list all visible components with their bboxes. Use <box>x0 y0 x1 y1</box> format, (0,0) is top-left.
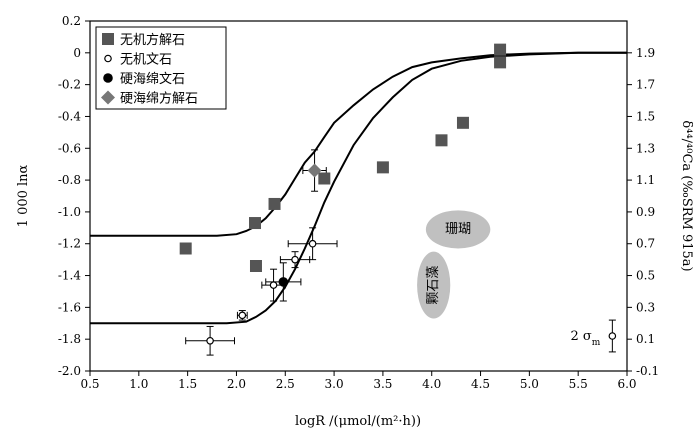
y2-tick-label-9: 0.1 <box>636 332 655 346</box>
y2-tick-label-0: 1.9 <box>636 46 655 60</box>
y-axis-title: 1 000 lnα <box>16 164 31 227</box>
y-tick-label-11: -2.0 <box>58 364 81 378</box>
y2-tick-label-7: 0.5 <box>636 269 655 283</box>
x-tick-label-5: 3.0 <box>325 377 344 391</box>
point-0-6 <box>435 134 448 147</box>
legend-marker-2 <box>103 73 113 83</box>
x-tick-label-7: 4.0 <box>422 377 441 391</box>
y-tick-label-9: -1.6 <box>58 300 81 314</box>
y-tick-label-4: -0.6 <box>58 141 81 155</box>
data-points <box>179 43 507 345</box>
x-tick-label-6: 3.5 <box>373 377 392 391</box>
point-0-9 <box>494 56 507 69</box>
legend-marker-3 <box>101 90 115 105</box>
point-1-0 <box>206 336 214 345</box>
x-tick-label-4: 2.5 <box>276 377 295 391</box>
y2-axis-title: δ⁴⁴/⁴⁰Ca (‰SRM 915a) <box>679 120 694 271</box>
error-bars <box>185 149 338 356</box>
y-tick-label-0: 0.2 <box>62 14 81 28</box>
y-tick-label-1: 0 <box>73 46 81 60</box>
y-tick-label-7: -1.2 <box>58 237 81 251</box>
error-legend: 2 σm <box>571 319 617 353</box>
plot-frame <box>89 20 628 372</box>
y-tick-label-8: -1.4 <box>58 269 82 283</box>
y2-tick-label-10: -0.1 <box>636 364 659 378</box>
point-0-7 <box>456 116 469 129</box>
legend-marker-0 <box>102 33 114 45</box>
y2-tick-label-1: 1.7 <box>636 78 655 92</box>
point-0-3 <box>268 197 281 210</box>
legend-label-2: 硬海绵文石 <box>120 72 185 87</box>
y-axis-ticks: 0.2 0 -0.2 -0.4 -0.6 -0.8 -1.0 -1.2 -1.4 -1.6 -1.8… <box>58 14 90 378</box>
point-3-0 <box>307 163 322 178</box>
x-axis-ticks: 0.5 1.0 1.5 2.0 2.5 3.0 3.5 4.0 4.5 5.0 5.5 6.0 <box>80 371 637 391</box>
x-tick-label-3: 2.0 <box>227 377 246 391</box>
x-axis-title: logR /(μmol/(m²·h)) <box>295 414 421 429</box>
y2-tick-label-5: 0.9 <box>636 205 655 219</box>
point-0-0 <box>179 242 192 255</box>
legend-box <box>95 26 227 110</box>
x-tick-label-2: 1.5 <box>178 377 197 391</box>
point-0-5 <box>376 161 389 174</box>
y-tick-label-3: -0.4 <box>58 109 82 123</box>
point-1-1 <box>238 311 247 320</box>
y-tick-label-2: -0.2 <box>58 78 81 92</box>
x-tick-label-11: 6.0 <box>617 377 636 391</box>
point-1-2 <box>269 281 278 289</box>
point-0-8 <box>494 43 507 56</box>
fit-curve-0 <box>90 51 627 237</box>
y2-tick-label-6: 0.7 <box>636 237 655 251</box>
y2-tick-label-3: 1.3 <box>636 141 655 155</box>
legend-label-1: 无机文石 <box>120 53 172 68</box>
point-0-1 <box>249 217 262 230</box>
legend-label-3: 硬海绵方解石 <box>120 91 198 107</box>
error-legend-marker <box>608 332 617 340</box>
annotation-ellipse-1 <box>417 251 451 319</box>
point-2-0 <box>278 277 289 287</box>
y-tick-label-5: -0.8 <box>58 173 81 187</box>
y-tick-label-10: -1.8 <box>58 332 81 346</box>
annotation-label-0: 珊瑚 <box>445 222 471 237</box>
x-tick-label-8: 4.5 <box>471 377 490 391</box>
annotation-ellipse-0 <box>425 210 491 249</box>
y2-tick-label-4: 1.1 <box>636 173 655 187</box>
legend-label-0: 无机方解石 <box>120 32 185 48</box>
y2-tick-label-8: 0.3 <box>636 300 655 314</box>
y-tick-label-6: -1.0 <box>58 205 81 219</box>
x-tick-label-10: 5.5 <box>569 377 588 391</box>
y2-tick-label-2: 1.5 <box>636 109 655 123</box>
error-legend-sub: m <box>592 338 601 348</box>
y2-axis-ticks: 1.9 1.7 1.5 1.3 1.1 0.9 0.7 0.5 0.3 0.1 -0.1 <box>627 46 659 378</box>
fit-curve-1 <box>90 51 627 325</box>
point-0-4 <box>318 172 331 185</box>
x-tick-label-0: 0.5 <box>80 377 99 391</box>
error-legend-label: 2 σm <box>571 329 601 348</box>
x-tick-label-9: 5.0 <box>520 377 539 391</box>
annotation-label-1: 颗石藻 <box>426 266 441 305</box>
fit-curves <box>90 51 627 325</box>
x-tick-label-1: 1.0 <box>129 377 148 391</box>
legend-marker-1 <box>104 54 112 63</box>
point-1-3 <box>291 255 299 264</box>
point-1-4 <box>308 239 317 248</box>
point-0-2 <box>249 260 262 272</box>
